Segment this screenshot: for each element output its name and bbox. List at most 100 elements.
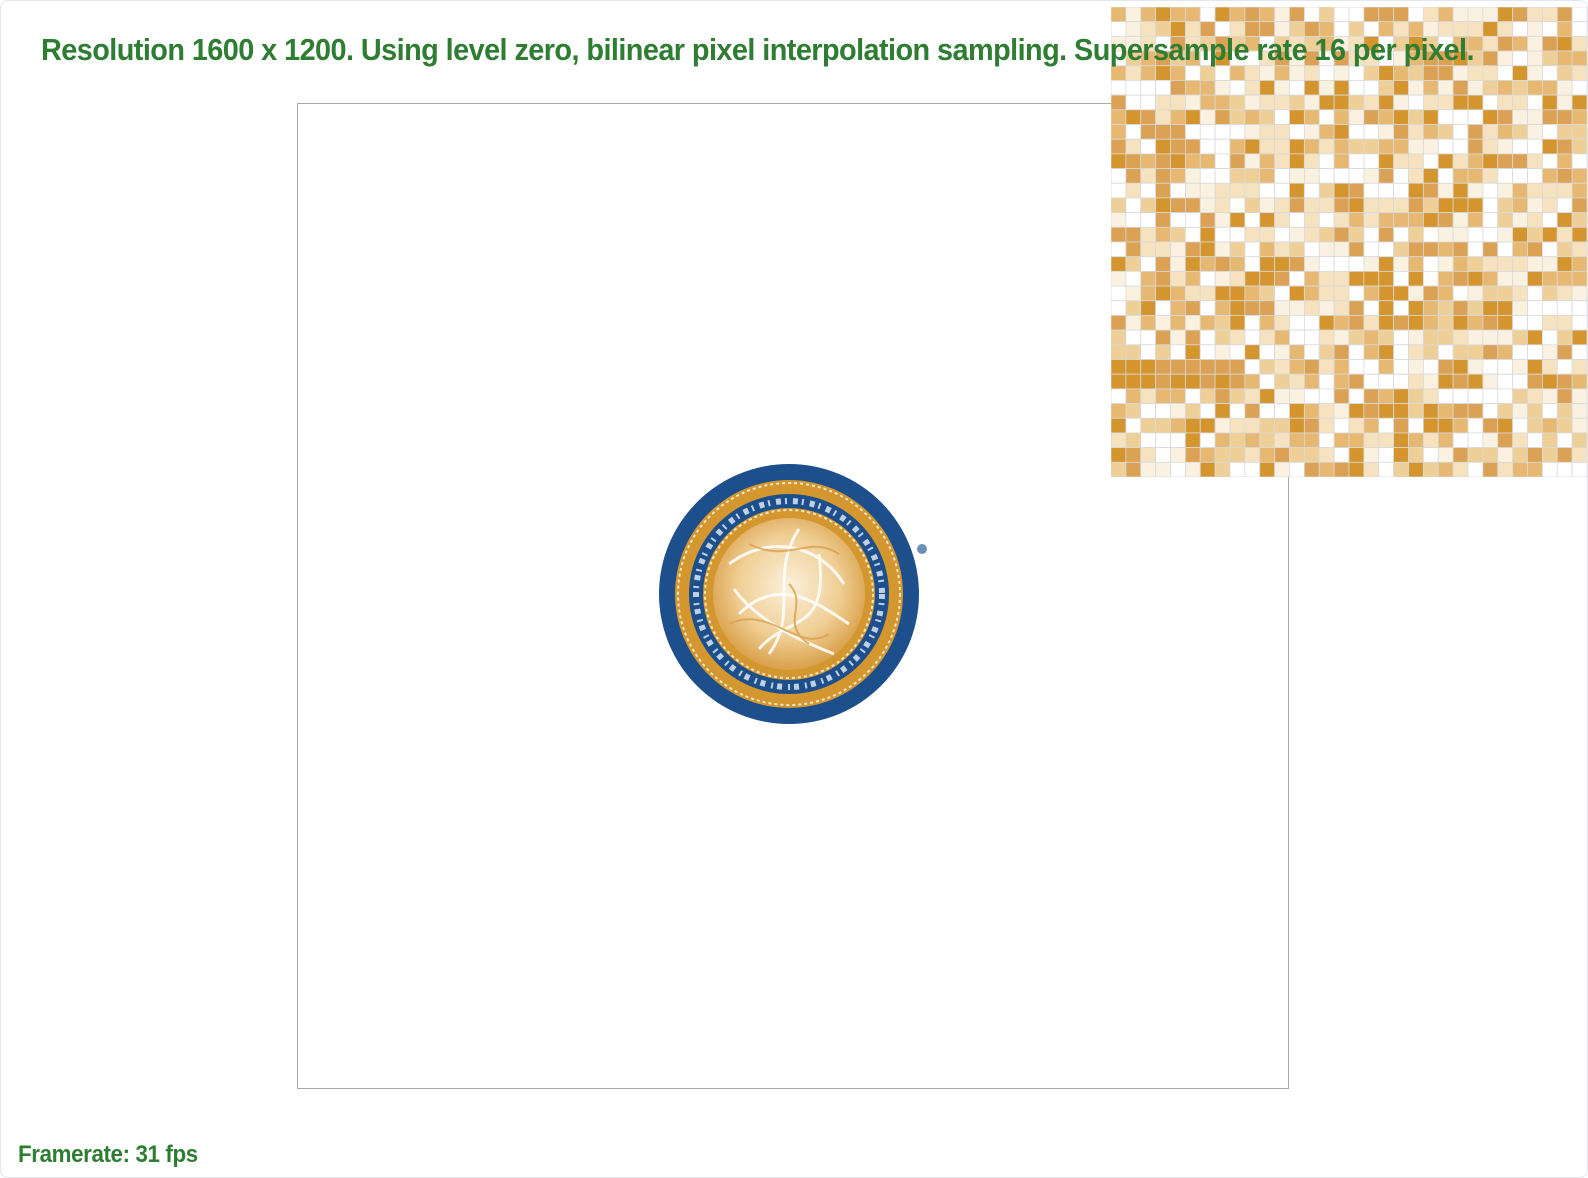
zoom-grid-cell xyxy=(1393,373,1409,390)
zoom-grid-cell xyxy=(1408,80,1424,96)
zoom-grid-cell xyxy=(1199,7,1216,23)
zoom-grid-cell xyxy=(1140,315,1157,331)
zoom-grid-cell xyxy=(1541,124,1558,140)
zoom-grid-cell xyxy=(1333,329,1350,346)
zoom-grid-cell xyxy=(1408,256,1424,272)
zoom-grid-cell xyxy=(1274,461,1290,477)
zoom-grid-cell xyxy=(1140,344,1157,360)
zoom-grid-cell xyxy=(1512,94,1528,111)
zoom-grid-cell xyxy=(1541,256,1558,272)
zoom-grid-cell xyxy=(1378,373,1395,390)
zoom-grid-cell xyxy=(1512,403,1528,419)
zoom-grid-cell xyxy=(1303,300,1320,316)
zoom-grid-cell xyxy=(1452,432,1469,449)
zoom-grid-cell xyxy=(1571,417,1587,434)
zoom-grid-cell xyxy=(1289,285,1305,302)
zoom-grid-cell xyxy=(1199,270,1216,287)
zoom-grid-cell xyxy=(1125,94,1142,111)
zoom-grid-cell xyxy=(1378,138,1395,155)
zoom-grid-cell xyxy=(1244,7,1261,23)
zoom-grid-cell xyxy=(1303,403,1320,419)
zoom-grid-cell xyxy=(1363,359,1380,375)
zoom-grid-cell xyxy=(1184,153,1201,169)
zoom-grid-cell xyxy=(1556,300,1573,316)
zoom-grid-cell xyxy=(1541,241,1558,258)
zoom-grid-cell xyxy=(1467,432,1484,449)
zoom-grid-cell xyxy=(1512,285,1528,302)
zoom-grid-cell xyxy=(1259,315,1276,331)
zoom-grid-cell xyxy=(1289,7,1305,23)
zoom-grid-cell xyxy=(1497,50,1514,67)
zoom-grid-cell xyxy=(1452,94,1469,111)
zoom-grid-cell xyxy=(1408,212,1424,228)
zoom-grid-cell xyxy=(1214,182,1231,199)
zoom-grid-cell xyxy=(1155,447,1171,463)
zoom-grid-cell xyxy=(1408,7,1424,23)
zoom-grid-cell xyxy=(1437,388,1454,404)
zoom-grid-cell xyxy=(1348,359,1365,375)
zoom-grid-cell xyxy=(1556,403,1573,419)
zoom-grid-cell xyxy=(1289,138,1305,155)
zoom-grid-cell xyxy=(1512,124,1528,140)
zoom-grid-cell xyxy=(1512,432,1528,449)
zoom-grid-cell xyxy=(1348,80,1365,96)
zoom-grid-cell xyxy=(1170,80,1186,96)
zoom-grid-cell xyxy=(1214,432,1231,449)
zoom-grid-cell xyxy=(1214,94,1231,111)
zoom-grid-cell xyxy=(1527,432,1543,449)
zoom-grid-cell xyxy=(1125,168,1142,184)
zoom-grid-cell xyxy=(1408,168,1424,184)
zoom-grid-cell xyxy=(1378,124,1395,140)
zoom-grid-cell xyxy=(1111,212,1127,228)
zoom-grid-cell xyxy=(1437,138,1454,155)
zoom-grid-cell xyxy=(1111,359,1127,375)
zoom-grid-cell xyxy=(1467,417,1484,434)
zoom-grid-cell xyxy=(1184,373,1201,390)
zoom-grid-cell xyxy=(1363,153,1380,169)
zoom-grid-cell xyxy=(1482,153,1499,169)
zoom-grid-cell xyxy=(1422,182,1439,199)
zoom-grid-cell xyxy=(1214,80,1231,96)
zoom-grid-cell xyxy=(1289,344,1305,360)
zoom-grid-cell xyxy=(1289,94,1305,111)
zoom-grid-cell xyxy=(1274,197,1290,214)
zoom-grid-cell xyxy=(1214,212,1231,228)
zoom-grid-cell xyxy=(1274,241,1290,258)
zoom-grid-cell xyxy=(1125,256,1142,272)
zoom-grid-cell xyxy=(1497,109,1514,125)
zoom-grid-cell xyxy=(1348,388,1365,404)
zoom-grid-cell xyxy=(1571,138,1587,155)
zoom-grid-cell xyxy=(1512,182,1528,199)
zoom-grid-cell xyxy=(1333,226,1350,243)
zoom-grid-cell xyxy=(1244,212,1261,228)
zoom-grid-cell xyxy=(1184,94,1201,111)
zoom-grid-cell xyxy=(1111,461,1127,477)
zoom-grid-cell xyxy=(1408,94,1424,111)
zoom-grid-cell xyxy=(1571,153,1587,169)
zoom-grid-cell xyxy=(1244,315,1261,331)
zoom-grid-cell xyxy=(1393,270,1409,287)
seal-image xyxy=(659,464,927,724)
zoom-grid-cell xyxy=(1363,7,1380,23)
zoom-grid-cell xyxy=(1274,124,1290,140)
zoom-grid-cell xyxy=(1303,329,1320,346)
zoom-grid-cell xyxy=(1184,7,1201,23)
zoom-grid-cell xyxy=(1184,212,1201,228)
zoom-grid-cell xyxy=(1333,197,1350,214)
zoom-grid-cell xyxy=(1140,417,1157,434)
zoom-grid-cell xyxy=(1393,197,1409,214)
zoom-grid-cell xyxy=(1512,241,1528,258)
zoom-grid-cell xyxy=(1541,50,1558,67)
zoom-grid-cell xyxy=(1140,138,1157,155)
zoom-grid-cell xyxy=(1274,300,1290,316)
zoom-grid-cell xyxy=(1348,138,1365,155)
zoom-grid-cell xyxy=(1199,447,1216,463)
zoom-grid-cell xyxy=(1303,182,1320,199)
zoom-grid-cell xyxy=(1125,124,1142,140)
zoom-grid-cell xyxy=(1214,329,1231,346)
zoom-grid-cell xyxy=(1289,226,1305,243)
zoom-grid-cell xyxy=(1408,329,1424,346)
zoom-grid-cell xyxy=(1408,124,1424,140)
zoom-grid-cell xyxy=(1378,153,1395,169)
zoom-grid-cell xyxy=(1497,7,1514,23)
